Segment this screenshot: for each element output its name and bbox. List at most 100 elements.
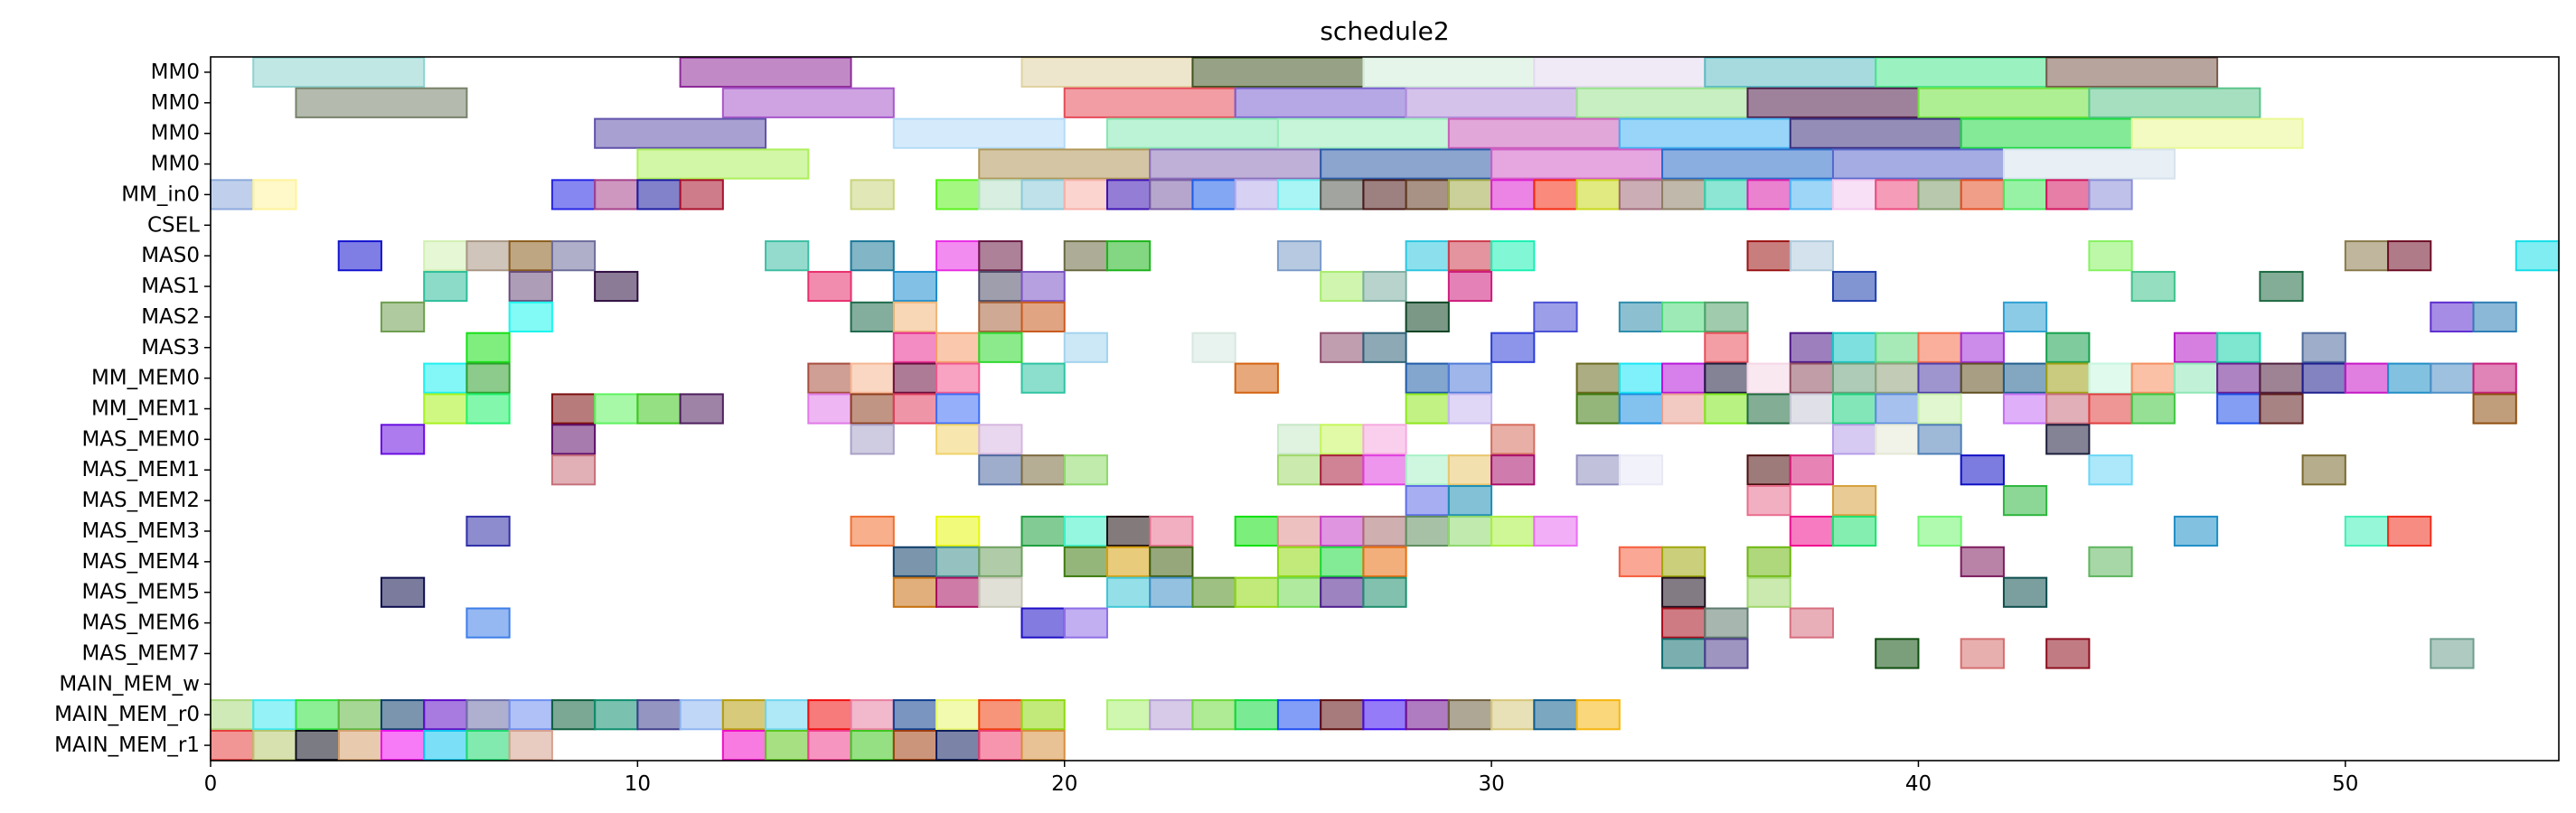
task-bar [807,362,852,394]
task-bar [1490,240,1536,272]
y-tick-label: MAIN_MEM_w [59,672,200,696]
task-bar [2216,332,2261,363]
task-bar [1875,179,1920,210]
task-bar [2173,362,2219,394]
task-bar [807,729,852,762]
task-bar [2002,362,2048,394]
task-bar [1575,87,1749,118]
task-bar [1362,576,1407,608]
task-bar [1917,179,1962,210]
task-bar [892,270,938,303]
task-bar [1320,699,1365,731]
task-bar [465,362,511,394]
task-bar [935,576,981,608]
task-bar [1533,515,1578,547]
task-bar [1276,240,1322,272]
task-bar [1746,454,1791,486]
task-bar [1875,56,2048,89]
task-bar [892,362,938,394]
task-bar [1234,87,1407,118]
task-bar [892,699,938,731]
task-bar [1575,393,1621,425]
task-bar [2002,576,2048,608]
task-bar [550,454,597,486]
task-bar [465,332,511,363]
y-tick-label: MM_MEM1 [91,397,200,421]
task-bar [594,179,639,210]
task-bar [1618,301,1664,332]
task-bar [1447,117,1621,149]
y-tick-label: MAIN_MEM_r1 [54,734,200,757]
task-bar [1875,362,1920,394]
task-bar [1405,240,1450,272]
task-bar [1405,485,1450,517]
task-bar [2088,240,2133,272]
task-bar [508,240,553,272]
task-bar [1575,699,1621,731]
task-bar [1661,179,1706,210]
task-bar [1276,576,1322,608]
task-bar [1320,148,1493,180]
task-bar [1362,546,1407,577]
task-bar [1661,607,1706,639]
task-bar [636,699,682,731]
task-bar [1234,576,1279,608]
task-bar [721,87,895,118]
y-tick-label: MAS_MEM3 [81,519,200,543]
task-bar [935,393,981,425]
task-bar [1533,179,1578,210]
y-tick-label: MM_in0 [121,182,200,206]
task-bar [1704,638,1749,669]
task-bar [1661,362,1706,394]
y-tick-label: MM0 [151,91,200,115]
task-bar [1105,699,1152,731]
task-bar [2173,515,2219,547]
task-bar [935,546,981,577]
task-bar [423,240,468,272]
task-bar [1276,454,1322,486]
task-bar [1149,148,1322,180]
task-bar [1789,362,1834,394]
task-bar [1405,179,1450,210]
x-tick-label: 30 [1478,772,1504,796]
task-bar [2045,424,2091,455]
task-bar [380,301,426,332]
task-bar [1789,332,1834,363]
task-bar [2216,393,2261,425]
task-bar [892,117,1066,149]
task-bar [1320,424,1365,455]
task-bar [2259,362,2304,394]
task-bar [935,515,981,547]
task-bar [1960,179,2005,210]
task-bar [210,729,255,762]
task-bar [1063,87,1236,118]
task-bar [2472,362,2517,394]
task-bar [1405,515,1450,547]
task-bar [550,699,597,731]
task-bar [1320,454,1365,486]
task-bar [1276,699,1322,731]
task-bar [2002,393,2048,425]
task-bar [1704,607,1749,639]
task-bar [1746,179,1791,210]
task-bar [892,393,938,425]
task-bar [892,301,938,332]
task-bar [423,699,468,731]
task-bar [380,424,426,455]
task-bar [850,699,895,731]
task-bar [1960,332,2005,363]
task-bar [892,729,938,762]
task-bar [1447,179,1493,210]
task-bar [2002,485,2048,517]
task-bar [935,729,981,762]
task-bar [1575,179,1621,210]
task-bar [1020,515,1066,547]
task-bar [1746,485,1791,517]
task-bar [1020,179,1066,210]
y-tick-label: MAS1 [141,275,200,298]
task-bar [1362,699,1407,731]
x-tick-label: 50 [2332,772,2358,796]
task-bar [465,729,511,762]
task-bar [550,424,597,455]
task-bar [1831,393,1877,425]
